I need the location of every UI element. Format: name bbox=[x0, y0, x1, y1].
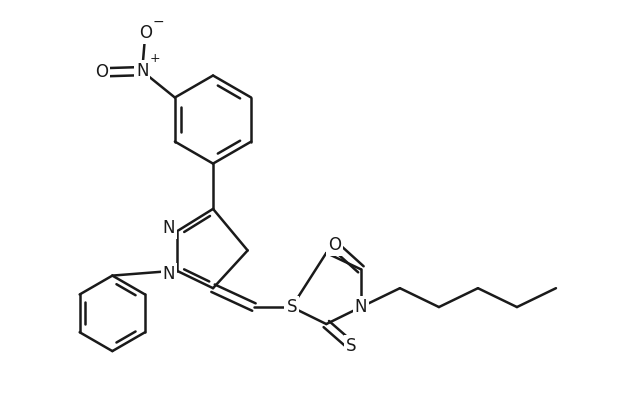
Text: S: S bbox=[287, 298, 297, 316]
Text: N: N bbox=[355, 298, 367, 316]
Text: O: O bbox=[139, 25, 152, 43]
Text: −: − bbox=[152, 15, 164, 29]
Text: O: O bbox=[328, 236, 341, 254]
Text: S: S bbox=[346, 337, 356, 355]
Text: N: N bbox=[163, 219, 175, 237]
Text: N: N bbox=[163, 265, 175, 283]
Text: +: + bbox=[149, 52, 160, 65]
Text: N: N bbox=[136, 62, 148, 80]
Text: O: O bbox=[95, 63, 108, 81]
